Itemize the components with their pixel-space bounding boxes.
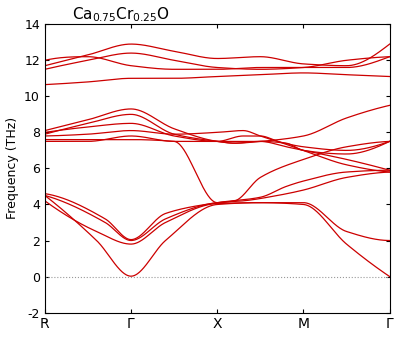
Text: Ca$_{0.75}$Cr$_{0.25}$O: Ca$_{0.75}$Cr$_{0.25}$O xyxy=(72,5,170,24)
Y-axis label: Frequency (THz): Frequency (THz) xyxy=(6,117,18,219)
